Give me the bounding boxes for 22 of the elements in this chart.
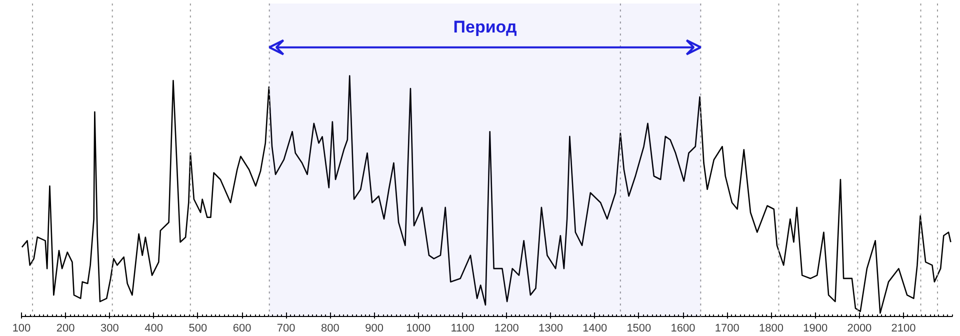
x-tick-label: 2000 bbox=[847, 322, 872, 334]
x-tick-label: 1200 bbox=[494, 322, 519, 334]
x-tick-label: 1300 bbox=[538, 322, 563, 334]
band-label: Период bbox=[453, 17, 517, 36]
x-tick-label: 1700 bbox=[714, 322, 740, 334]
x-tick-label: 100 bbox=[12, 322, 31, 334]
x-tick-label: 500 bbox=[188, 322, 208, 334]
x-tick-label: 1800 bbox=[759, 322, 784, 334]
x-tick-label: 1900 bbox=[803, 322, 828, 334]
x-tick-label: 1600 bbox=[670, 322, 696, 334]
x-tick-label: 1500 bbox=[626, 322, 652, 334]
x-tick-label: 300 bbox=[100, 322, 119, 334]
x-tick-label: 800 bbox=[321, 322, 340, 334]
x-tick-label: 200 bbox=[56, 322, 75, 334]
x-tick-label: 600 bbox=[232, 322, 252, 334]
x-tick-label: 1000 bbox=[406, 322, 431, 334]
x-tick-label: 900 bbox=[365, 322, 384, 334]
x-tick-label: 1100 bbox=[450, 322, 474, 334]
x-tick-label: 1400 bbox=[582, 322, 608, 334]
x-tick-label: 700 bbox=[276, 322, 296, 334]
x-tick-label: 2100 bbox=[891, 322, 916, 334]
x-tick-label: 400 bbox=[144, 322, 163, 334]
